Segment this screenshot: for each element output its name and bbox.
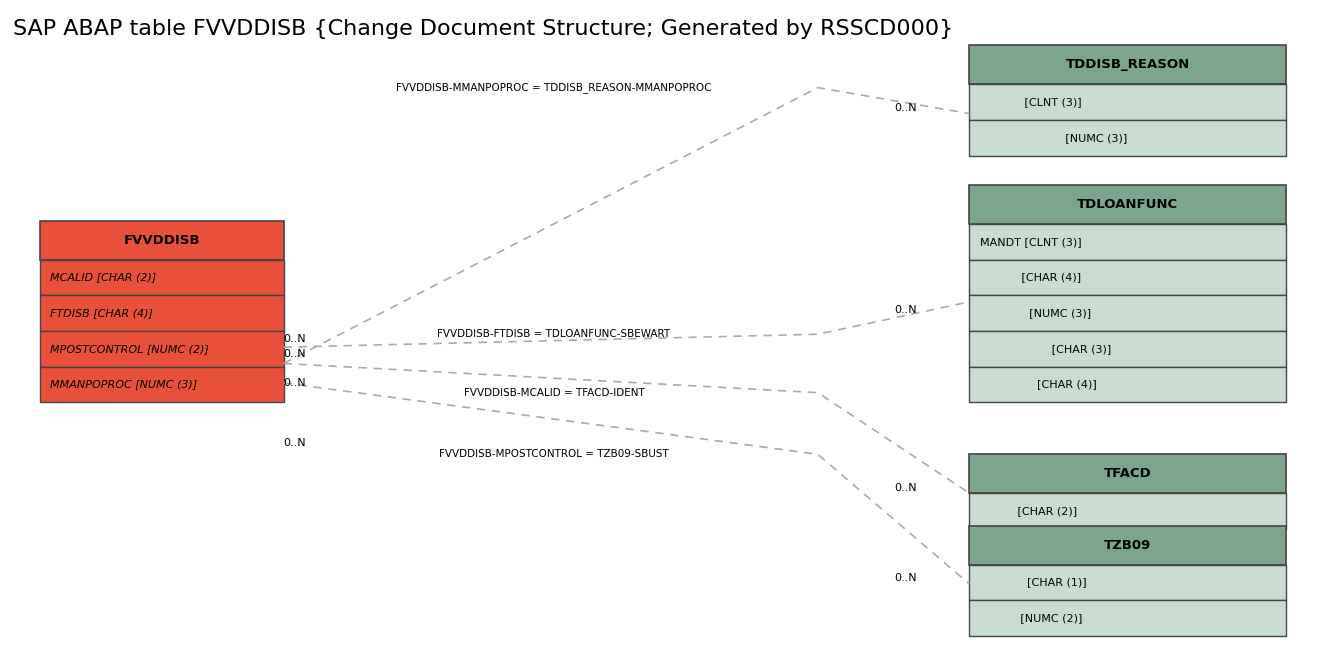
Text: RANTYP [CHAR (1)]: RANTYP [CHAR (1)] bbox=[980, 578, 1087, 587]
FancyBboxPatch shape bbox=[969, 331, 1286, 367]
Text: FVVDDISB-MMANPOPROC = TDDISB_REASON-MMANPOPROC: FVVDDISB-MMANPOPROC = TDDISB_REASON-MMAN… bbox=[396, 82, 712, 93]
Text: FVVDDISB-MCALID = TFACD-IDENT: FVVDDISB-MCALID = TFACD-IDENT bbox=[463, 387, 645, 398]
Text: 0..N: 0..N bbox=[894, 572, 917, 583]
FancyBboxPatch shape bbox=[969, 45, 1286, 84]
FancyBboxPatch shape bbox=[969, 565, 1286, 600]
Text: FVVDDISB-MPOSTCONTROL = TZB09-SBUST: FVVDDISB-MPOSTCONTROL = TZB09-SBUST bbox=[439, 449, 669, 459]
Text: SBUST: SBUST bbox=[980, 613, 1017, 623]
FancyBboxPatch shape bbox=[969, 600, 1286, 636]
FancyBboxPatch shape bbox=[969, 84, 1286, 120]
Text: FVVDDISB-FTDISB = TDLOANFUNC-SBEWART: FVVDDISB-FTDISB = TDLOANFUNC-SBEWART bbox=[438, 329, 670, 339]
Text: IDENT: IDENT bbox=[980, 506, 1014, 516]
Text: MANDT [CLNT (3)]: MANDT [CLNT (3)] bbox=[980, 97, 1082, 107]
FancyBboxPatch shape bbox=[40, 221, 284, 260]
Text: TZB09: TZB09 bbox=[1104, 539, 1151, 552]
FancyBboxPatch shape bbox=[969, 224, 1286, 260]
Text: RANTYP: RANTYP bbox=[980, 578, 1024, 587]
FancyBboxPatch shape bbox=[40, 260, 284, 295]
Text: SLOANFUNC [CHAR (3)]: SLOANFUNC [CHAR (3)] bbox=[980, 344, 1112, 354]
FancyBboxPatch shape bbox=[969, 260, 1286, 295]
Text: MANDT: MANDT bbox=[980, 97, 1021, 107]
FancyBboxPatch shape bbox=[40, 367, 284, 402]
FancyBboxPatch shape bbox=[969, 526, 1286, 565]
Text: MPOSTCONTROL [NUMC (2)]: MPOSTCONTROL [NUMC (2)] bbox=[50, 344, 208, 354]
Text: 0..N: 0..N bbox=[894, 483, 917, 493]
FancyBboxPatch shape bbox=[969, 185, 1286, 224]
FancyBboxPatch shape bbox=[969, 295, 1286, 331]
Text: SBEWART: SBEWART bbox=[980, 380, 1034, 389]
Text: SAP ABAP table FVVDDISB {Change Document Structure; Generated by RSSCD000}: SAP ABAP table FVVDDISB {Change Document… bbox=[13, 19, 954, 40]
Text: IDENT [CHAR (2)]: IDENT [CHAR (2)] bbox=[980, 506, 1078, 516]
Text: 0..N: 0..N bbox=[284, 334, 306, 344]
Text: FTDISB [CHAR (4)]: FTDISB [CHAR (4)] bbox=[50, 308, 153, 318]
Text: TDLOANFUNC: TDLOANFUNC bbox=[1078, 198, 1178, 211]
FancyBboxPatch shape bbox=[40, 331, 284, 367]
Text: BUKRS [CHAR (4)]: BUKRS [CHAR (4)] bbox=[980, 273, 1082, 282]
Text: SLOANFUNC: SLOANFUNC bbox=[980, 344, 1049, 354]
Text: FVVDDISB: FVVDDISB bbox=[124, 234, 199, 247]
Text: 0..N: 0..N bbox=[284, 349, 306, 359]
Text: MMANPOPROC [NUMC (3)]: MMANPOPROC [NUMC (3)] bbox=[50, 380, 198, 389]
FancyBboxPatch shape bbox=[969, 367, 1286, 402]
Text: MMANPOPROC [NUMC (3)]: MMANPOPROC [NUMC (3)] bbox=[980, 133, 1128, 143]
Text: 0..N: 0..N bbox=[894, 305, 917, 315]
Text: 0..N: 0..N bbox=[284, 437, 306, 448]
FancyBboxPatch shape bbox=[969, 120, 1286, 156]
FancyBboxPatch shape bbox=[969, 493, 1286, 529]
FancyBboxPatch shape bbox=[969, 454, 1286, 493]
Text: SKOGRP [NUMC (3)]: SKOGRP [NUMC (3)] bbox=[980, 308, 1091, 318]
Text: MMANPOPROC: MMANPOPROC bbox=[980, 133, 1062, 143]
Text: SKOGRP: SKOGRP bbox=[980, 308, 1026, 318]
Text: SBUST [NUMC (2)]: SBUST [NUMC (2)] bbox=[980, 613, 1083, 623]
Text: TFACD: TFACD bbox=[1104, 467, 1151, 480]
Text: 0..N: 0..N bbox=[284, 378, 306, 388]
Text: TDDISB_REASON: TDDISB_REASON bbox=[1066, 58, 1190, 71]
Text: MANDT [CLNT (3)]: MANDT [CLNT (3)] bbox=[980, 237, 1082, 247]
Text: MCALID [CHAR (2)]: MCALID [CHAR (2)] bbox=[50, 273, 157, 282]
Text: SBEWART [CHAR (4)]: SBEWART [CHAR (4)] bbox=[980, 380, 1097, 389]
Text: 0..N: 0..N bbox=[894, 103, 917, 114]
FancyBboxPatch shape bbox=[40, 295, 284, 331]
Text: BUKRS: BUKRS bbox=[980, 273, 1018, 282]
